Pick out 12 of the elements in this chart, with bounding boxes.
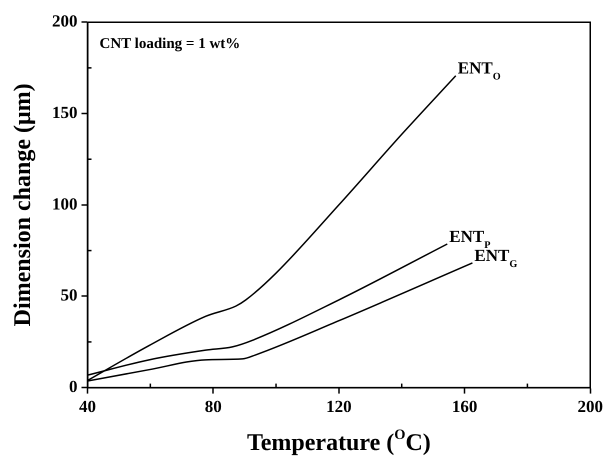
y-tick-label: 100 xyxy=(52,194,78,214)
x-tick-label: 40 xyxy=(79,397,96,416)
x-tick-label: 200 xyxy=(578,397,603,416)
y-tick-label: 200 xyxy=(52,12,78,31)
y-tick-label: 0 xyxy=(69,376,78,396)
y-axis-title: Dimension change (μm) xyxy=(10,83,36,326)
x-tick-label: 80 xyxy=(204,397,222,416)
y-tick-label: 50 xyxy=(60,286,78,305)
annotation: CNT loading = 1 wt% xyxy=(100,36,240,52)
y-tick-label: 150 xyxy=(52,102,78,122)
x-tick-label: 160 xyxy=(452,397,478,416)
x-tick-label: 120 xyxy=(326,397,352,416)
